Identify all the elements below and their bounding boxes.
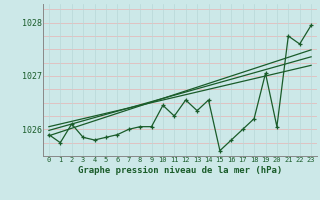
X-axis label: Graphe pression niveau de la mer (hPa): Graphe pression niveau de la mer (hPa)	[78, 166, 282, 175]
